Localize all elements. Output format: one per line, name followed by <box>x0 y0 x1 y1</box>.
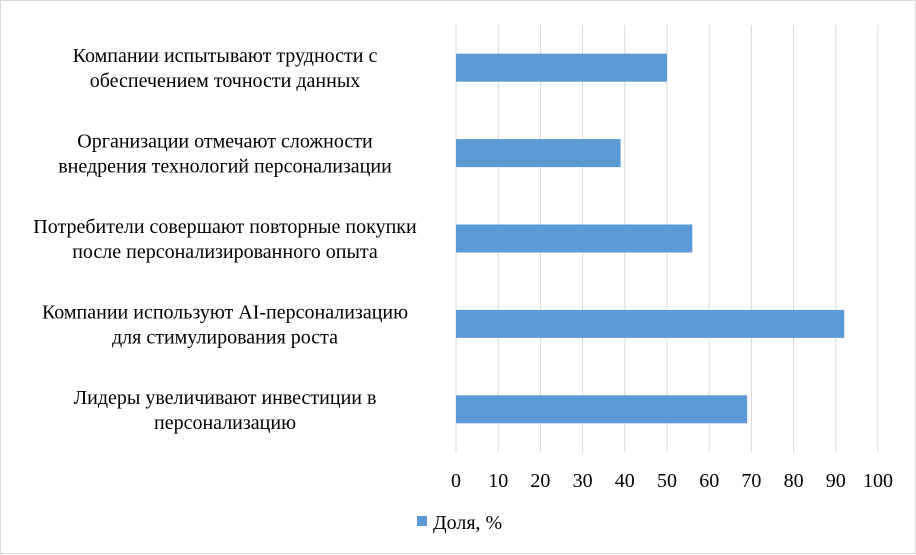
x-axis-ticks: 0 10 20 30 40 50 60 70 80 90 100 <box>451 470 893 492</box>
x-tick-label: 20 <box>530 470 550 492</box>
category-label: Потребители совершают повторные покупки <box>33 216 417 238</box>
x-tick-label: 30 <box>573 470 593 492</box>
bar <box>456 139 621 168</box>
category-label: Лидеры увеличивают инвестиции в <box>74 387 377 409</box>
x-tick-label: 90 <box>826 470 846 492</box>
x-tick-label: 100 <box>863 470 893 492</box>
bars <box>456 53 845 424</box>
bar <box>456 395 748 424</box>
x-tick-label: 70 <box>741 470 761 492</box>
legend-label: Доля, % <box>433 512 502 534</box>
bar <box>456 53 667 82</box>
category-label: обеспечением точности данных <box>90 70 361 92</box>
category-label: для стимулирования роста <box>112 326 338 348</box>
legend-swatch <box>417 516 427 526</box>
x-tick-label: 60 <box>699 470 719 492</box>
category-label: внедрения технологий персонализации <box>58 156 392 178</box>
x-tick-label: 10 <box>488 470 508 492</box>
category-label: Компании испытывают трудности с <box>73 45 378 67</box>
x-tick-label: 40 <box>615 470 635 492</box>
category-labels: Компании испытывают трудности с обеспечен… <box>33 45 417 434</box>
x-tick-label: 50 <box>657 470 677 492</box>
x-tick-label: 80 <box>784 470 804 492</box>
bar <box>456 224 693 253</box>
category-label: после персонализированного опыта <box>72 241 378 263</box>
category-label: персонализацию <box>154 412 296 434</box>
x-tick-label: 0 <box>451 470 461 492</box>
legend: Доля, % <box>417 512 502 534</box>
category-label: Компании используют AI-персонализацию <box>42 301 408 323</box>
category-label: Организации отмечают сложности <box>77 131 373 153</box>
bar <box>456 309 845 338</box>
